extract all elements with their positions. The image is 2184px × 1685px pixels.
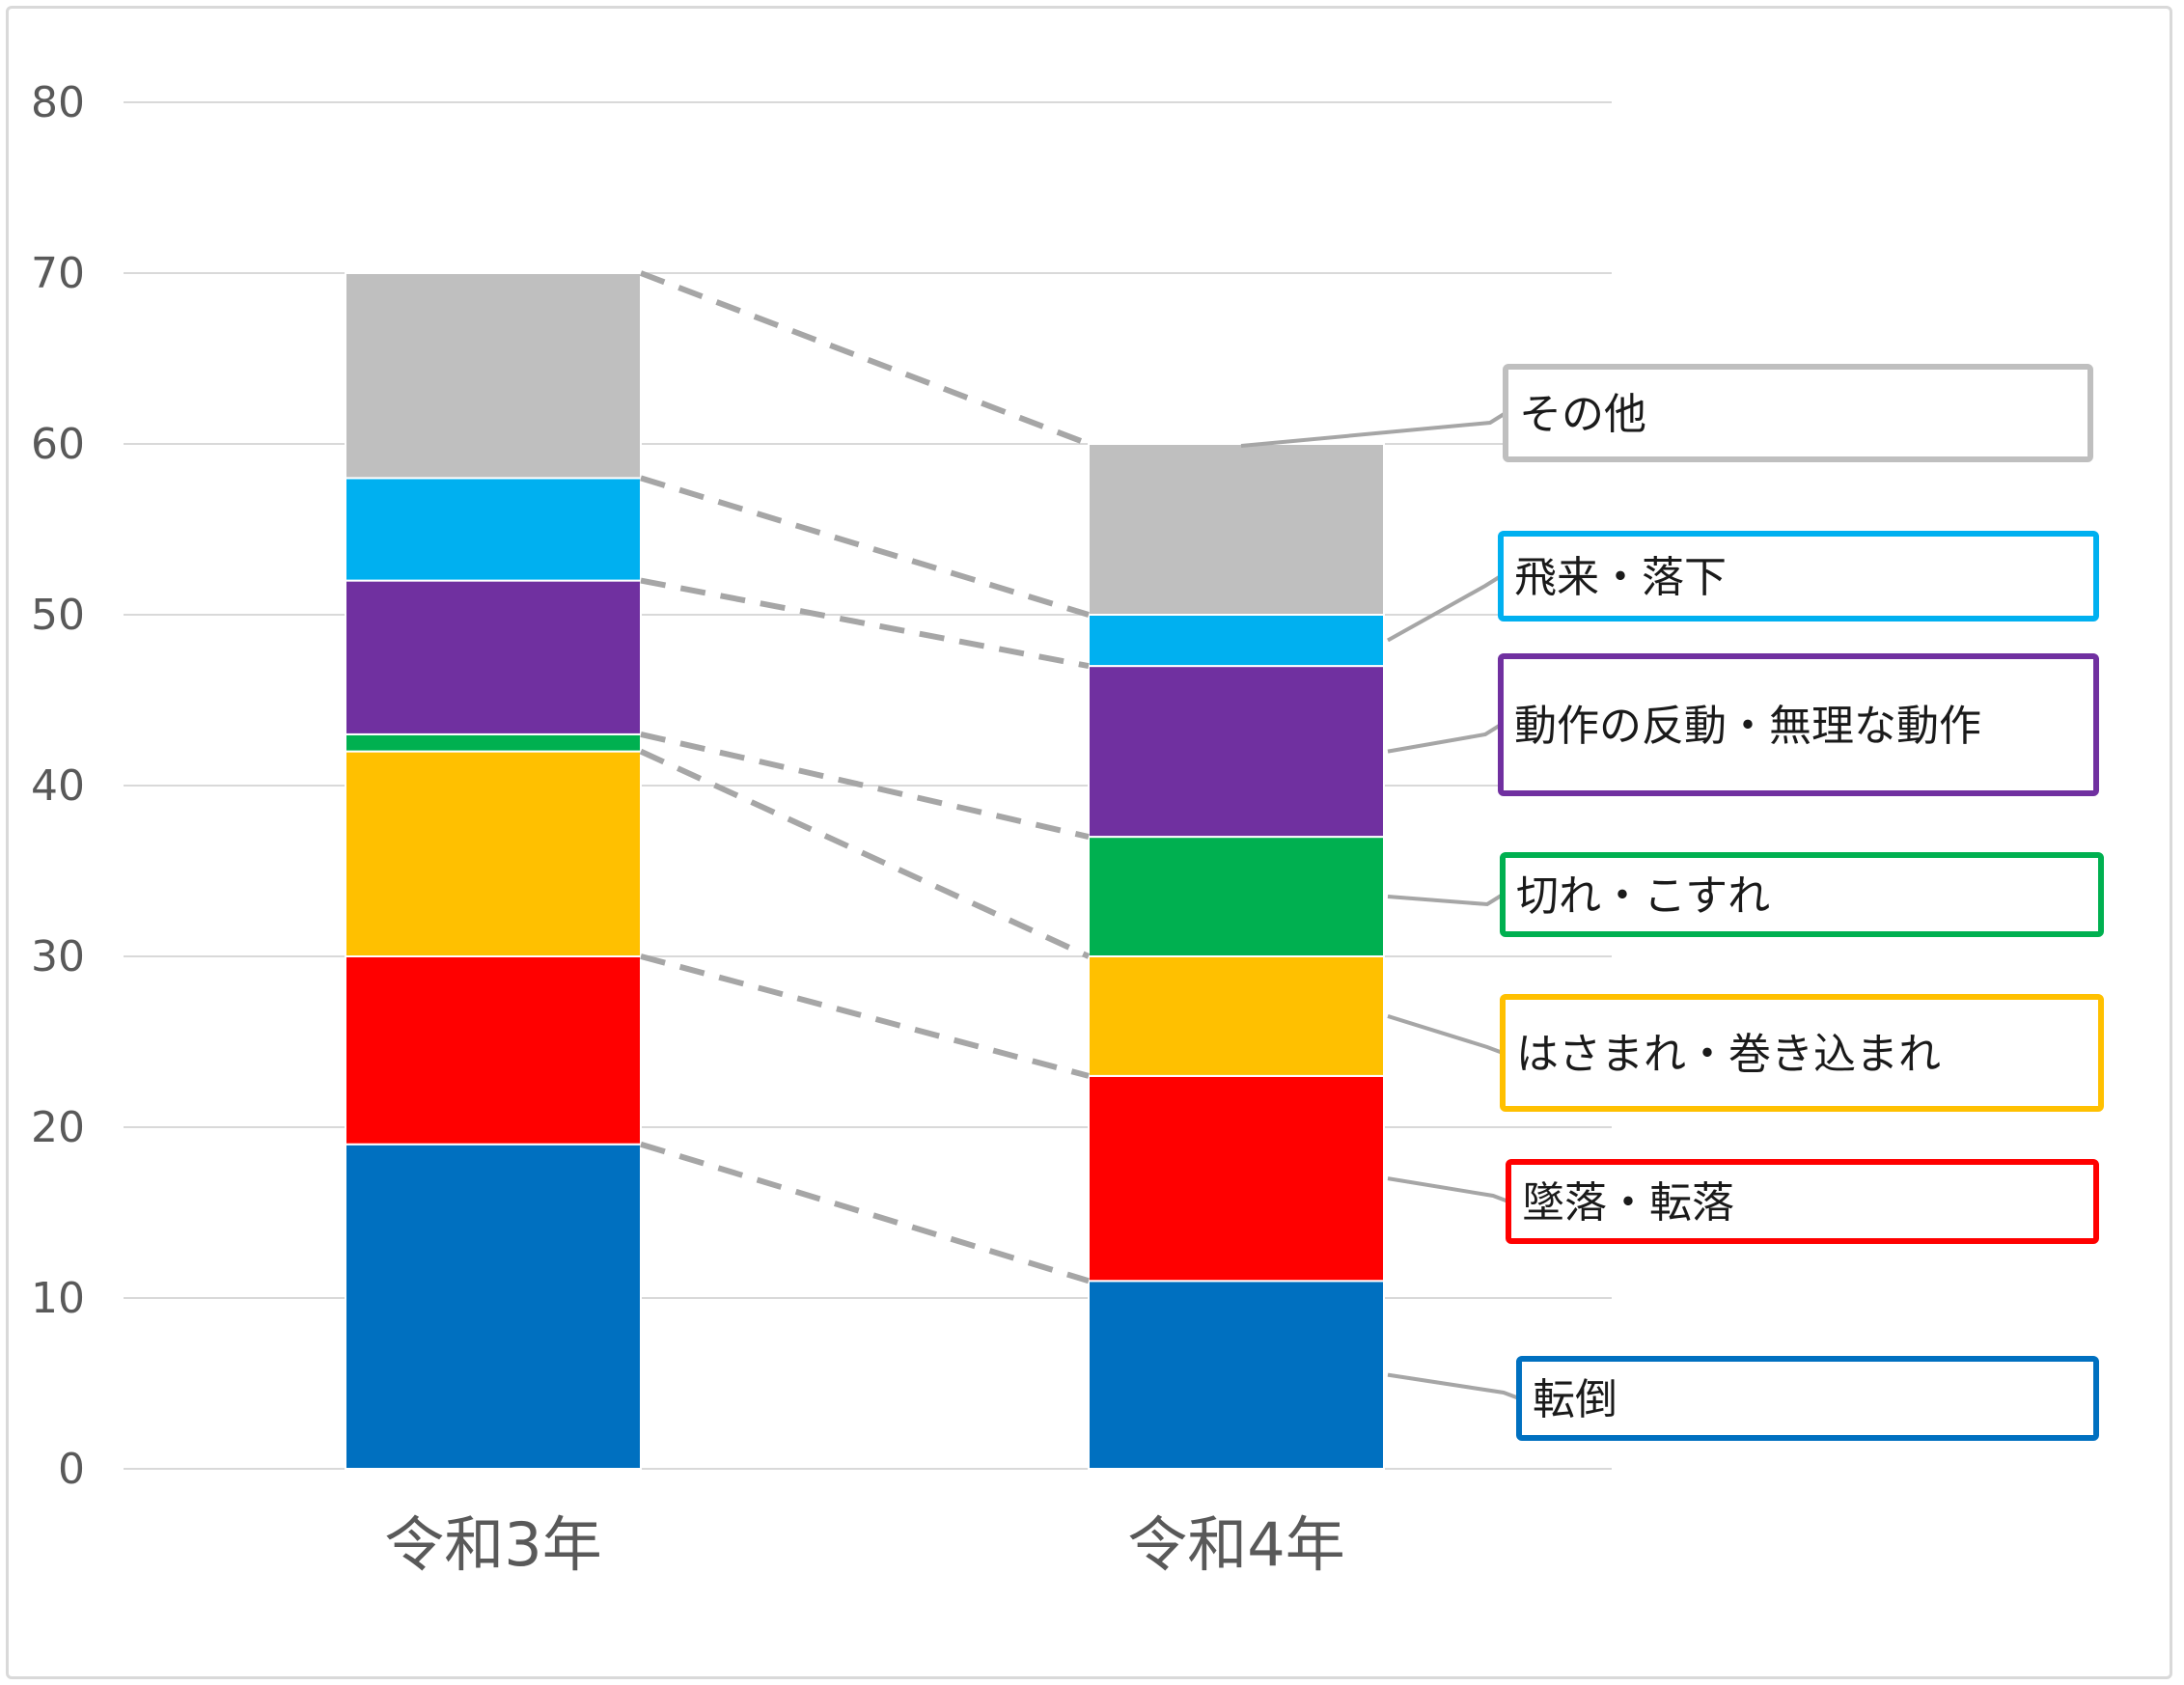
series-connector [640,731,1090,841]
series-connector [639,270,1091,447]
bar-segment [345,750,642,957]
label-leader-line [1387,723,1503,754]
series-label: 墜落・転落 [1522,1178,1734,1228]
series-label: はさまれ・巻き込まれ [1516,1030,1941,1079]
bar-segment [345,477,642,582]
y-tick-label: 40 [31,761,85,811]
bar-segment [1088,443,1385,616]
series-label-box [1506,1159,2099,1244]
label-leader-line [1387,893,1505,907]
series-label: その他 [1519,390,1646,439]
bar-segment [1088,836,1385,957]
series-connector [639,748,1091,959]
series-label: 転倒 [1533,1375,1617,1424]
bar-segment [1088,614,1385,668]
label-leader-line [1387,1014,1504,1055]
series-label-box [1516,1356,2099,1441]
y-tick-label: 0 [58,1445,85,1494]
y-tick-label: 70 [31,249,85,298]
series-label-box [1498,653,2099,796]
y-tick-label: 50 [31,591,85,640]
label-leader-line [1387,1176,1509,1203]
series-label: 動作の反動・無理な動作 [1514,702,1981,751]
series-label-box [1498,531,2099,622]
label-leader-line [1387,1372,1520,1400]
label-leader-line [1240,411,1507,448]
bar-segment [345,272,642,480]
y-tick-label: 20 [31,1103,85,1152]
bar-segment [345,1143,642,1470]
series-connector [640,475,1090,618]
bar-segment [1088,1280,1385,1471]
bar-segment [1088,1074,1385,1283]
bar-segment [345,955,642,1146]
series-connector [640,1141,1090,1284]
series-label: 切れ・こすれ [1516,871,1770,921]
label-leader-line [1387,574,1503,643]
series-connector [640,577,1090,670]
y-tick-label: 60 [31,420,85,469]
series-label-box [1500,994,2104,1112]
series-label: 飛来・落下 [1514,553,1727,602]
y-tick-label: 80 [31,78,85,127]
bar-segment [1088,955,1385,1077]
bar-segment [1088,665,1385,839]
bar-segment [345,579,642,735]
series-connector [640,953,1090,1079]
category-label: 令和4年 [1127,1509,1344,1580]
series-label-box [1500,852,2104,937]
bar-segment [345,732,642,753]
y-tick-label: 30 [31,932,85,981]
y-tick-label: 10 [31,1274,85,1323]
category-label: 令和3年 [384,1509,601,1580]
series-label-box [1503,364,2093,462]
